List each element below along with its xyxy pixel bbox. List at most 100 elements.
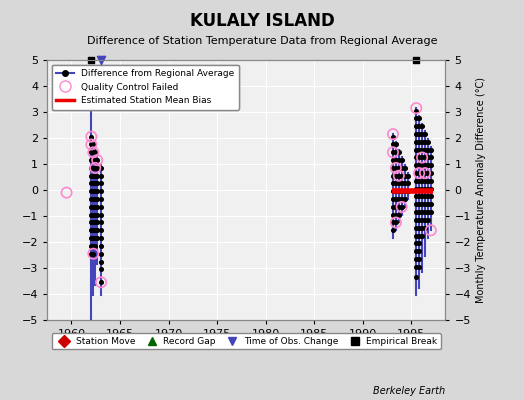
Point: [87, 188, 95, 194]
Point: [412, 224, 420, 231]
Point: [87, 57, 95, 63]
Point: [87, 196, 95, 202]
Point: [93, 165, 101, 171]
Point: [400, 165, 409, 171]
Point: [62, 189, 71, 196]
Point: [415, 178, 423, 184]
Point: [418, 154, 427, 161]
Point: [87, 243, 95, 249]
Point: [89, 212, 97, 218]
Point: [398, 204, 406, 210]
Point: [93, 188, 101, 194]
Point: [412, 105, 420, 111]
Point: [87, 212, 95, 218]
Point: [412, 274, 420, 280]
Point: [91, 196, 100, 202]
Point: [427, 193, 435, 200]
Point: [398, 196, 406, 202]
Point: [87, 165, 95, 171]
Point: [91, 235, 100, 241]
Point: [400, 180, 409, 187]
Point: [424, 209, 432, 215]
Point: [87, 250, 95, 257]
Point: [415, 154, 423, 161]
Point: [87, 141, 95, 148]
Point: [412, 178, 420, 184]
Point: [421, 146, 429, 153]
Point: [89, 219, 97, 226]
Point: [421, 193, 429, 200]
Point: [415, 115, 423, 122]
Point: [424, 146, 432, 153]
Point: [427, 186, 435, 192]
Point: [389, 149, 397, 156]
Point: [391, 157, 400, 163]
Point: [91, 157, 100, 163]
Y-axis label: Monthly Temperature Anomaly Difference (°C): Monthly Temperature Anomaly Difference (…: [476, 77, 486, 303]
Point: [424, 170, 432, 176]
Point: [89, 157, 97, 163]
Point: [412, 201, 420, 208]
Point: [403, 180, 412, 187]
Point: [395, 149, 403, 156]
Point: [389, 165, 397, 171]
Point: [412, 193, 420, 200]
Point: [412, 57, 420, 63]
Point: [97, 258, 105, 265]
Point: [421, 154, 429, 161]
Point: [427, 170, 435, 176]
Point: [395, 172, 403, 179]
Point: [424, 201, 432, 208]
Point: [391, 219, 400, 226]
Point: [403, 188, 412, 194]
Point: [398, 165, 406, 171]
Point: [87, 134, 95, 140]
Point: [395, 172, 403, 179]
Point: [391, 212, 400, 218]
Point: [424, 154, 432, 161]
Point: [421, 178, 429, 184]
Point: [87, 172, 95, 179]
Point: [389, 149, 397, 156]
Point: [391, 165, 400, 171]
Point: [412, 139, 420, 145]
Point: [93, 204, 101, 210]
Point: [415, 264, 423, 270]
Point: [415, 217, 423, 223]
Point: [87, 141, 95, 148]
Point: [91, 243, 100, 249]
Point: [87, 134, 95, 140]
Legend: Station Move, Record Gap, Time of Obs. Change, Empirical Break: Station Move, Record Gap, Time of Obs. C…: [51, 333, 441, 350]
Point: [89, 227, 97, 234]
Point: [421, 224, 429, 231]
Point: [97, 279, 105, 286]
Point: [418, 217, 427, 223]
Point: [91, 212, 100, 218]
Point: [418, 170, 427, 176]
Point: [87, 157, 95, 163]
Point: [412, 256, 420, 262]
Point: [415, 186, 423, 192]
Point: [395, 165, 403, 171]
Point: [93, 212, 101, 218]
Point: [400, 172, 409, 179]
Point: [398, 188, 406, 194]
Point: [415, 139, 423, 145]
Point: [91, 204, 100, 210]
Point: [427, 178, 435, 184]
Point: [391, 219, 400, 226]
Point: [389, 172, 397, 179]
Point: [424, 139, 432, 145]
Point: [415, 224, 423, 231]
Point: [87, 180, 95, 187]
Point: [418, 178, 427, 184]
Point: [418, 139, 427, 145]
Point: [391, 188, 400, 194]
Point: [400, 188, 409, 194]
Point: [93, 227, 101, 234]
Point: [93, 172, 101, 179]
Point: [412, 131, 420, 137]
Point: [412, 240, 420, 246]
Point: [415, 248, 423, 254]
Point: [89, 172, 97, 179]
